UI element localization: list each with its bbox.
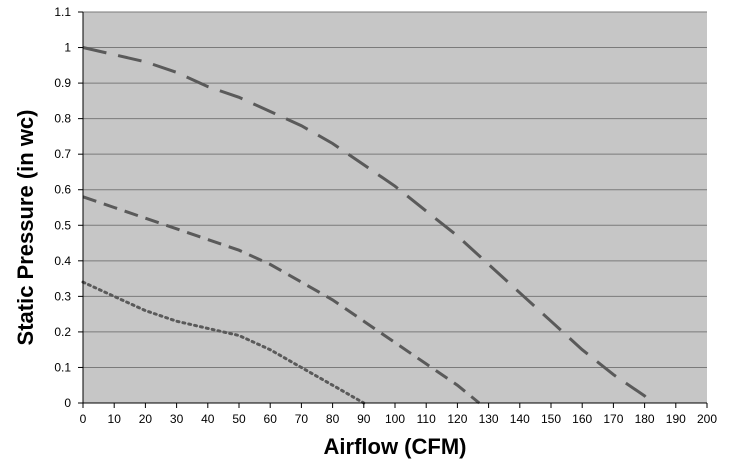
- y-tick-label: 0.6: [54, 183, 71, 197]
- y-tick-label: 0.1: [54, 360, 71, 374]
- x-tick-label: 140: [510, 412, 530, 426]
- x-tick-label: 150: [541, 412, 561, 426]
- x-tick-label: 40: [201, 412, 215, 426]
- x-tick-label: 0: [80, 412, 87, 426]
- x-tick-label: 110: [417, 412, 436, 426]
- x-tick-label: 200: [697, 412, 717, 426]
- y-tick-label: 0.8: [54, 112, 71, 126]
- axes: [78, 11, 708, 408]
- y-tick-label: 0.7: [54, 147, 71, 161]
- x-tick-label: 60: [264, 412, 278, 426]
- x-tick-label: 50: [232, 412, 246, 426]
- x-tick-label: 80: [326, 412, 340, 426]
- x-tick-labels: 0 10 20 30 40 50 60 70 80 90 100 110 120 130 140 150 160…: [80, 412, 718, 426]
- gridlines: [83, 11, 707, 368]
- y-tick-label: 0.4: [54, 254, 71, 268]
- x-tick-label: 130: [479, 412, 499, 426]
- x-tick-label: 10: [108, 412, 122, 426]
- series-1-line: [82, 46, 652, 404]
- y-tick-label: 0.3: [54, 289, 71, 303]
- x-tick-label: 20: [139, 412, 153, 426]
- y-tick-label: 0.5: [54, 218, 71, 232]
- y-axis-title: Static Pressure (in wc): [13, 110, 38, 346]
- x-tick-label: 160: [572, 412, 592, 426]
- y-tick-label: 0: [64, 396, 71, 410]
- x-tick-label: 30: [170, 412, 184, 426]
- plot-area: [83, 12, 707, 403]
- y-tick-label: 0.9: [54, 76, 71, 90]
- x-tick-label: 120: [447, 412, 467, 426]
- series-3-line: [81, 280, 366, 405]
- x-tick-label: 170: [603, 412, 623, 426]
- series-2-line: [82, 195, 481, 405]
- y-tick-label: 1: [64, 41, 71, 55]
- x-tick-label: 190: [666, 412, 686, 426]
- x-axis-title: Airflow (CFM): [324, 434, 467, 459]
- x-tick-label: 90: [357, 412, 371, 426]
- x-tick-label: 70: [295, 412, 309, 426]
- y-tick-labels: 0 0.1 0.2 0.3 0.4 0.5 0.6 0.7 0.8 0.9 1 1.1: [54, 5, 71, 410]
- series-group: [81, 46, 652, 405]
- y-tick-label: 0.2: [54, 325, 71, 339]
- y-tick-label: 1.1: [54, 5, 71, 19]
- x-tick-label: 180: [635, 412, 655, 426]
- x-tick-label: 100: [385, 412, 405, 426]
